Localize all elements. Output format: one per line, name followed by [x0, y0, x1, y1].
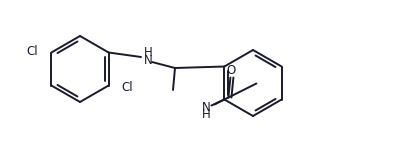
Text: H: H [144, 47, 152, 59]
Text: O: O [227, 64, 236, 77]
Text: Cl: Cl [121, 81, 133, 94]
Text: Cl: Cl [27, 45, 39, 58]
Text: N: N [144, 53, 152, 66]
Text: H: H [202, 108, 211, 121]
Text: N: N [202, 101, 211, 114]
